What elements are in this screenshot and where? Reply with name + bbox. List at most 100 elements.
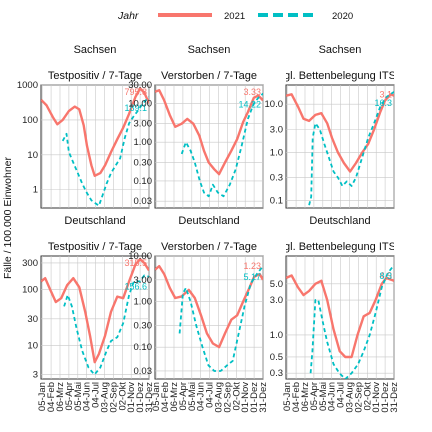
x-tick-label: 05-Mai [318,382,329,411]
y-tick-label: 10.0 [265,99,284,110]
end-label-2021: 3.33 [243,87,261,97]
panel-6: 05-Jan04-Feb06-Mrz05-Apr05-Mai04-Jun04-J… [270,215,400,413]
y-tick-label: 1.0 [270,330,283,341]
x-tick-label: 04-Jul [205,382,216,408]
series-line-2021 [286,274,394,359]
series-group [286,91,394,206]
series-group [41,258,149,376]
x-tick-label: 05-Jan [282,382,293,411]
series-line-2021 [155,264,263,349]
y-tick-label: 0.03 [134,366,153,377]
y-tick-label: 0.30 [134,157,153,168]
series-line-2020 [178,265,263,372]
series-line-2020 [180,92,263,198]
x-tick-label: 04-Jun [327,382,338,411]
y-tick-label: 0.10 [134,342,153,353]
y-tick-label: 100 [22,285,38,296]
legend: Jahr 2021 2020 [117,10,353,22]
y-tick-label: 3.00 [134,275,153,286]
y-tick-label: 3.0 [270,295,283,306]
x-tick-label: 04-Jun [82,382,93,411]
y-tick-label: 1.0 [270,147,283,158]
panel-grid: 1 10 100 1000 795.8 189.1 Sachsen Testpositiv /… [17,44,400,413]
y-tick-label: 10.00 [128,251,152,262]
x-tick-label: 02-Sep [353,382,364,413]
x-tick-label: 01-Dez [380,382,391,413]
panel-border [285,255,395,380]
y-tick-label: 0.30 [134,320,153,331]
x-tick-label: 04-Feb [291,382,302,412]
x-tick-label: 02-Okt [362,382,373,411]
y-tick-label: 3.0 [270,124,283,135]
x-tick-label: 03-Aug [213,382,224,413]
x-tick-label: 04-Feb [46,382,57,412]
x-tick-label: 05-Apr [178,382,189,411]
x-tick-label: 04-Jul [91,382,102,408]
x-tick-label: 06-Mrz [169,382,180,412]
panel-region-label: Deutschland [64,215,125,227]
y-tick-label: 3 [33,370,38,381]
end-label-2020: 156.6 [124,281,147,291]
panel-metric-label: Verstorben / 7-Tage [161,70,257,82]
x-tick-label: 31-Dez [258,382,269,413]
x-tick-label: 02-Sep [222,382,233,413]
x-tick-label: 01-Nov [240,382,251,413]
y-tick-label: 1000 [17,80,38,91]
series-group [286,264,394,379]
x-tick-label: 31-Dez [144,382,155,413]
x-tick-label: 01-Dez [249,382,260,413]
y-tick-label: 0.5 [270,352,283,363]
x-tick-label: 06-Mrz [300,382,311,412]
series-group [155,264,263,372]
panel-2: 0.03 0.10 0.30 1.00 3.00 10.00 30.00 3.33 14.22 S… [128,44,264,209]
panel-metric-label: Verstorben / 7-Tage [161,241,257,253]
end-label-2020: 14.22 [238,100,261,110]
y-tick-label: 0.1 [270,196,283,207]
panel-metric-label: Testpositiv / 7-Tage [48,70,142,82]
series-group [155,88,263,198]
x-tick-label: 05-Mai [187,382,198,411]
legend-label-2021: 2021 [224,11,245,22]
y-tick-label: 0.03 [134,196,153,207]
y-tick-label: 1.00 [134,297,153,308]
x-tick-label: 05-Jan [151,382,162,411]
legend-label-2020: 2020 [332,11,353,22]
y-tick-label: 10 [27,150,38,161]
y-tick-label: 5.0 [270,279,283,290]
panel-region-label: Sachsen [74,44,117,56]
x-tick-label: 04-Jul [336,382,347,408]
y-tick-label: 10.00 [128,98,152,109]
y-tick-label: 0.10 [134,176,153,187]
series-line-2021 [155,88,263,176]
y-tick-label: 0.3 [270,173,283,184]
panel-1: 1 10 100 1000 795.8 189.1 Sachsen Testpositiv /… [17,44,150,209]
series-line-2021 [41,87,149,178]
end-label-2020: 8.3 [379,271,392,281]
end-label-2021: 4.9 [379,270,392,280]
y-tick-label: 10 [27,340,38,351]
x-tick-label: 05-Jan [37,382,48,411]
legend-title: Jahr [117,10,139,22]
y-tick-label: 30 [27,314,38,325]
end-label-2020: 5.17 [243,272,261,282]
end-label-2021: 3.1 [379,89,392,99]
x-tick-label: 05-Mai [73,382,84,411]
panel-region-label: Deutschland [178,215,239,227]
y-axis-label: Fälle / 100.000 Einwohner [2,157,14,279]
end-label-2021: 1.23 [243,261,261,271]
series-line-2021 [41,258,149,364]
series-group [41,87,149,207]
x-tick-label: 04-Feb [160,382,171,412]
y-tick-label: 100 [22,115,38,126]
x-tick-label: 01-Nov [126,382,137,413]
y-tick-label: 1.00 [134,137,153,148]
end-label-2020: 16.3 [374,98,392,108]
panel-4: 05-Jan04-Feb06-Mrz05-Apr05-Mai04-Jun04-J… [22,215,155,413]
x-tick-label: 02-Sep [108,382,119,413]
x-tick-label: 05-Apr [64,382,75,411]
panel-5: 05-Jan04-Feb06-Mrz05-Apr05-Mai04-Jun04-J… [128,215,269,413]
x-tick-label: 02-Okt [231,382,242,411]
panel-metric-label: Testpositiv / 7-Tage [48,241,142,253]
y-tick-label: 300 [22,258,38,269]
